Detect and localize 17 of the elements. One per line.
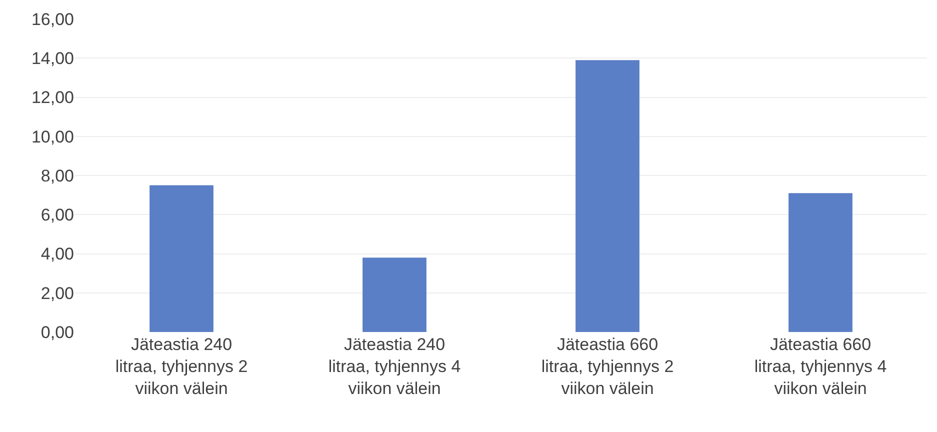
bar <box>576 60 640 332</box>
bar <box>362 258 426 332</box>
x-tick-label: Jäteastia 240 litraa, tyhjennys 2 viikon välein <box>115 335 248 398</box>
bar <box>788 193 852 332</box>
y-tick-label: 16,00 <box>31 10 74 29</box>
bar <box>150 185 214 332</box>
y-tick-label: 4,00 <box>40 244 74 264</box>
y-tick-label: 12,00 <box>31 88 74 108</box>
y-tick-label: 6,00 <box>40 206 74 225</box>
x-tick-label: Jäteastia 240 litraa, tyhjennys 4 viikon välein <box>328 335 461 398</box>
y-tick-label: 2,00 <box>40 284 74 303</box>
x-tick-label: Jäteastia 660 litraa, tyhjennys 4 viikon välein <box>754 335 887 398</box>
y-tick-label: 0,00 <box>40 322 74 342</box>
y-tick-label: 10,00 <box>31 127 74 146</box>
y-tick-label: 8,00 <box>40 166 74 186</box>
y-tick-label: 14,00 <box>31 49 74 68</box>
x-tick-label: Jäteastia 660 litraa, tyhjennys 2 viikon välein <box>541 335 674 398</box>
